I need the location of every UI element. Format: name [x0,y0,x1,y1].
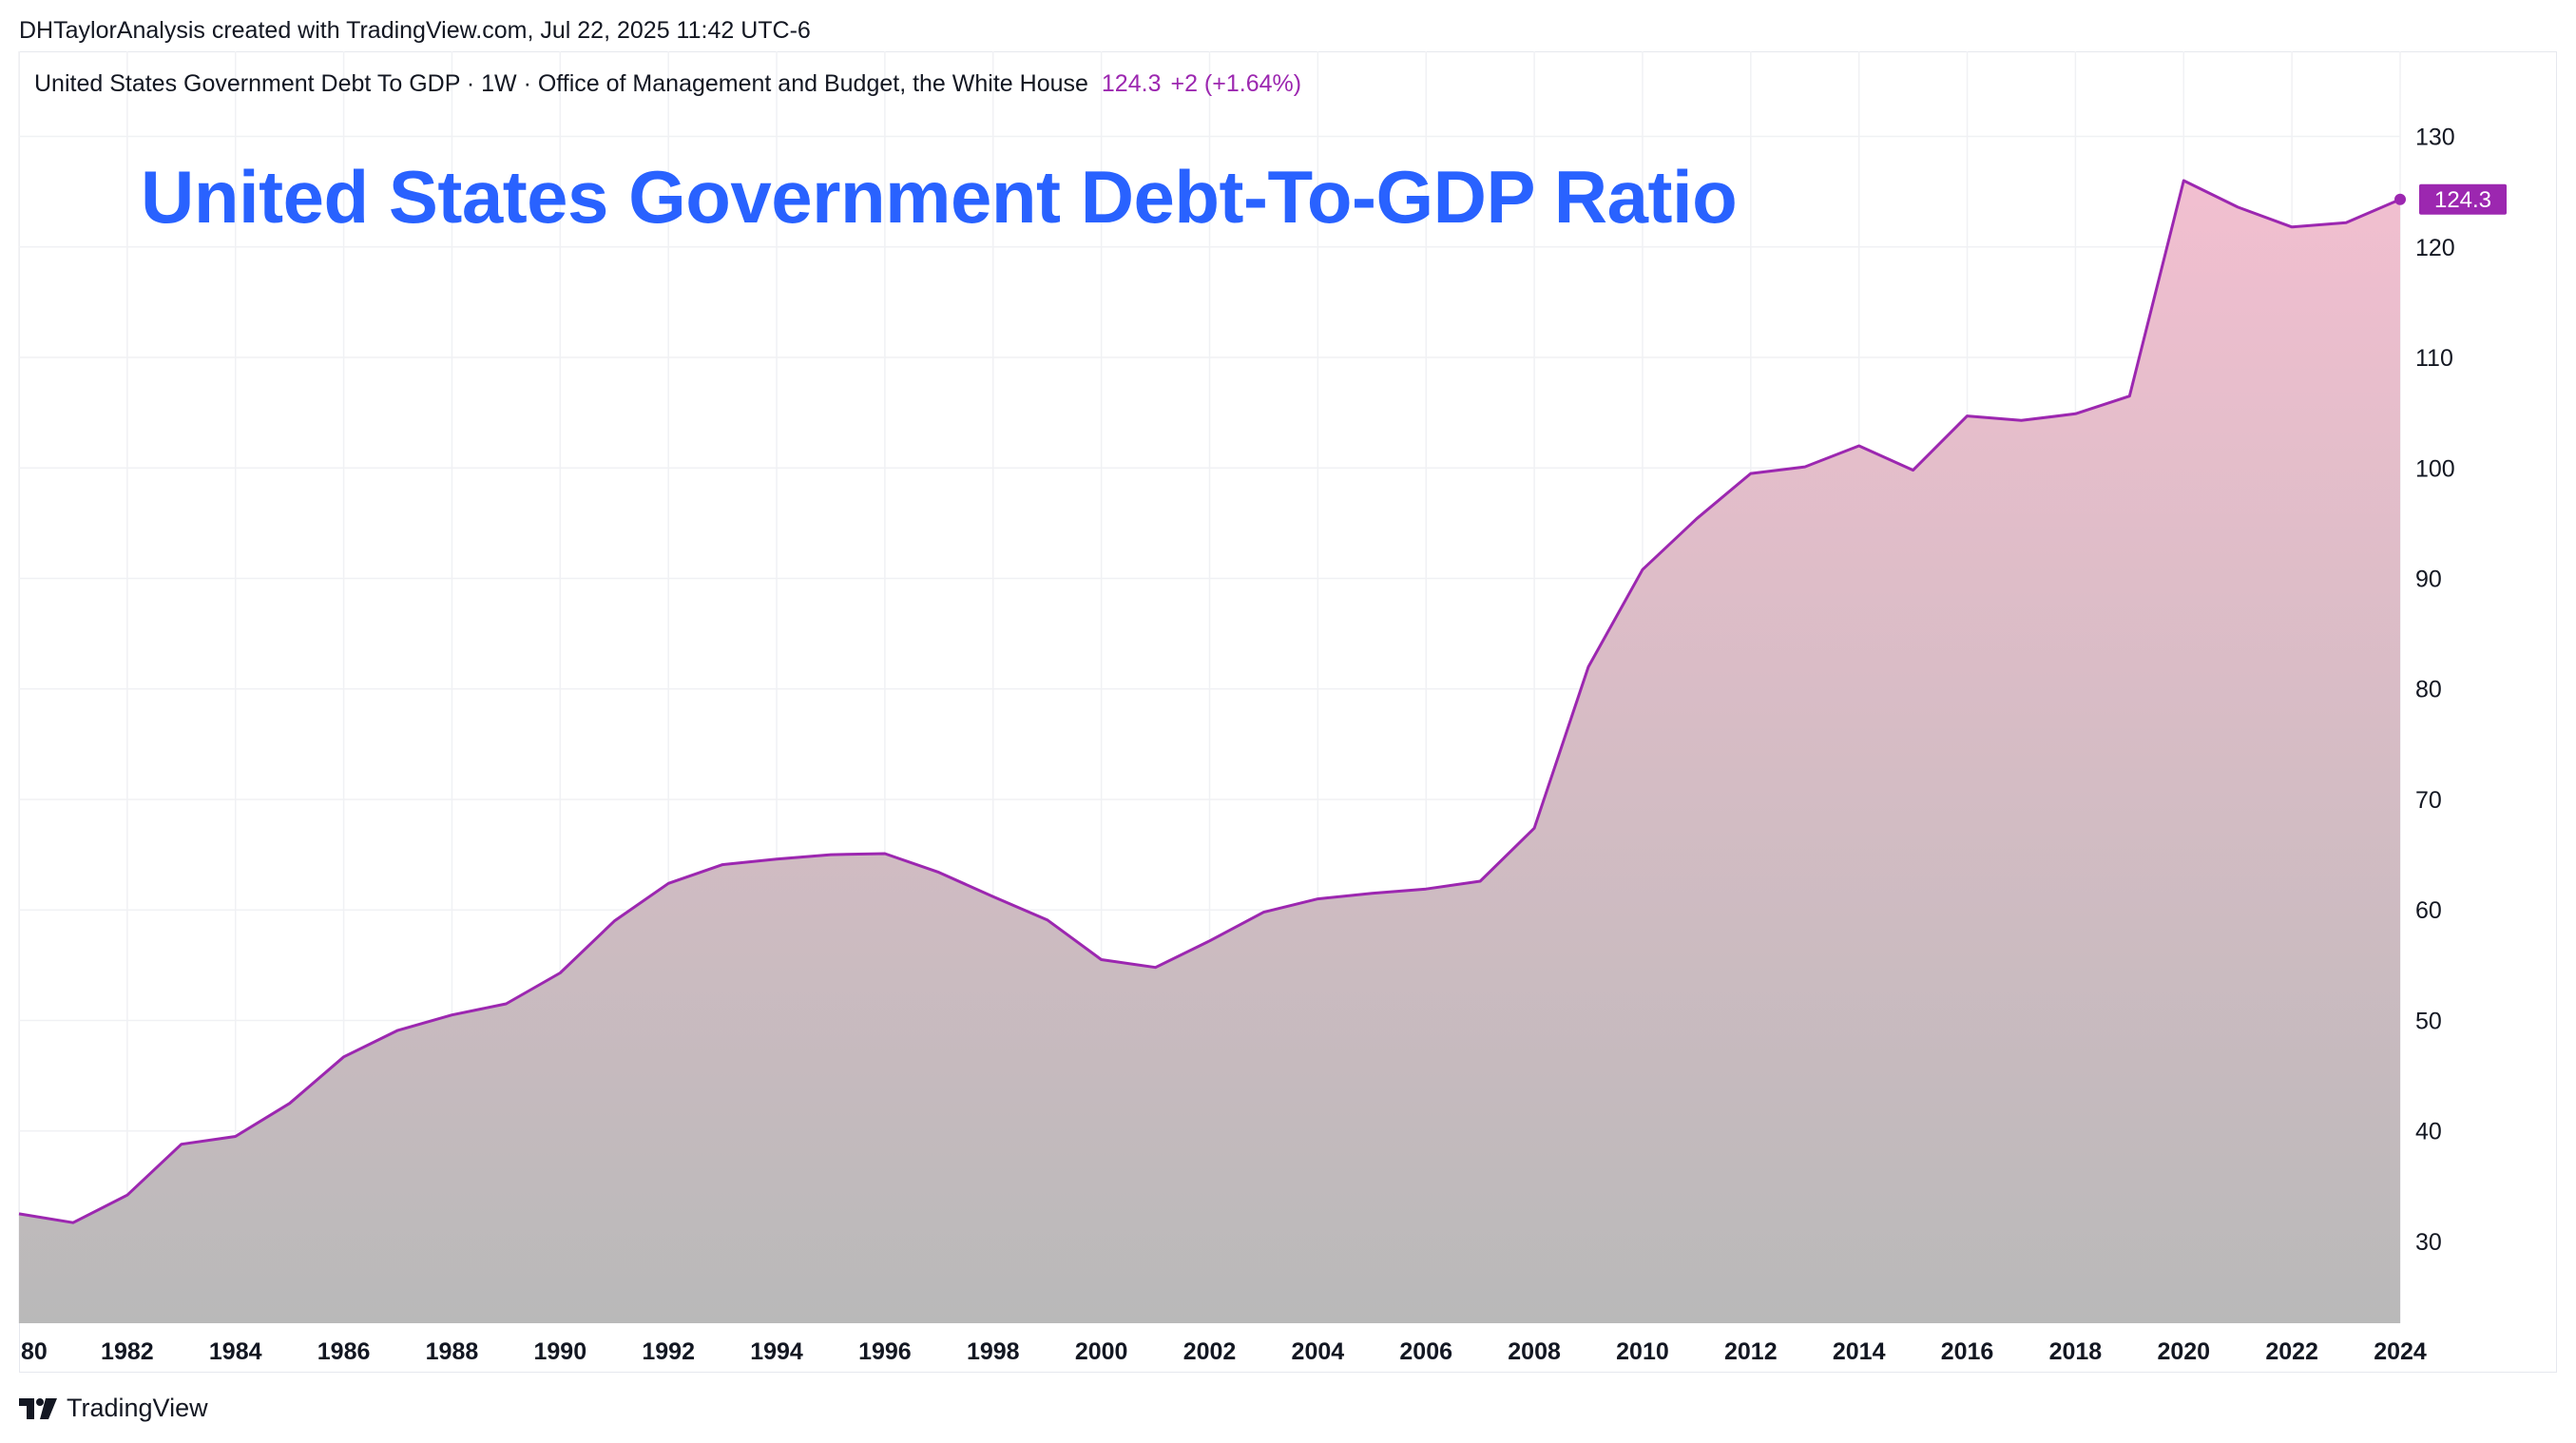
y-tick-label: 110 [2415,345,2453,372]
x-tick-label: 2014 [1833,1338,1886,1365]
footer[interactable]: TradingView [19,1394,208,1423]
data-point [829,853,833,856]
last-value-text: 124.3 [2434,187,2491,213]
y-tick-label: 80 [2415,677,2442,703]
x-tick-label: 2002 [1183,1338,1237,1365]
data-point [558,971,562,974]
data-point [1857,444,1861,448]
data-point [288,1102,292,1106]
y-tick-label: 100 [2415,455,2455,482]
data-point [504,1002,508,1006]
x-tick-label: 2016 [1941,1338,1994,1365]
x-tick-label: 2008 [1508,1338,1561,1365]
data-point [1803,465,1807,469]
x-tick-label: 2022 [2265,1338,2318,1365]
data-point [666,881,670,885]
data-point [2073,412,2077,415]
x-tick-label: 1992 [642,1338,695,1365]
data-point [1912,469,1915,472]
data-point [2344,221,2348,224]
y-tick-label: 30 [2415,1229,2442,1256]
x-tick-label: 2006 [1399,1338,1452,1365]
data-point [1261,911,1265,914]
data-point [450,1013,453,1017]
y-tick-label: 90 [2415,566,2442,592]
symbol-legend[interactable]: United States Government Debt To GDP · 1… [34,70,1301,98]
y-tick-label: 60 [2415,897,2442,924]
x-tick-label: 2020 [2157,1338,2210,1365]
y-tick-label: 50 [2415,1008,2442,1034]
x-tick-label: 1996 [858,1338,912,1365]
x-tick-label: 1988 [426,1338,479,1365]
data-point [1100,958,1104,962]
data-point [125,1193,129,1197]
x-tick-label: 2004 [1292,1338,1345,1365]
y-tick-label: 40 [2415,1119,2442,1145]
data-point [991,895,995,898]
data-point [342,1055,346,1059]
legend-last-value: 124.3 [1101,70,1162,97]
data-point [1424,887,1428,891]
y-tick-label: 120 [2415,235,2455,261]
data-point [71,1221,75,1224]
chart-caption: DHTaylorAnalysis created with TradingVie… [19,17,811,44]
data-point [1316,897,1319,901]
y-axis: 30 40 50 60 70 80 90 100 110 120 130 [2415,125,2455,1256]
x-tick-label: 2010 [1616,1338,1669,1365]
data-point [775,857,779,861]
data-point [612,919,616,923]
data-point [1208,939,1212,943]
data-point [2127,394,2131,398]
y-tick-label: 70 [2415,787,2442,814]
data-point [180,1143,183,1146]
data-point [1695,517,1699,521]
data-point [1586,664,1590,668]
series-line [18,179,2401,1224]
data-point [17,1212,21,1216]
x-axis: 80 1982 1984 1986 1988 1990 1992 1994 1996 1998 20… [21,1338,2427,1365]
data-point [721,863,724,867]
data-point [1154,966,1158,970]
data-point [2290,225,2294,229]
data-point [1046,918,1049,922]
x-tick-label: 1982 [101,1338,154,1365]
tradingview-brand: TradingView [67,1394,208,1422]
symbol-description: United States Government Debt To GDP · 1… [34,70,1088,97]
y-tick-label: 130 [2415,125,2455,151]
data-point [2236,205,2240,209]
last-value-dot [2394,193,2406,205]
x-tick-label: 80 [21,1338,48,1365]
data-point [1532,826,1536,830]
data-point [396,1029,400,1032]
data-point [234,1135,238,1139]
data-point [1478,879,1482,883]
data-point [1641,568,1644,571]
x-tick-label: 2024 [2374,1338,2427,1365]
data-point [2019,418,2023,422]
tradingview-logo-icon [19,1397,57,1419]
x-tick-label: 1984 [209,1338,262,1365]
x-tick-label: 1986 [317,1338,371,1365]
data-point [883,852,887,856]
data-point [1370,892,1374,895]
last-value-marker: 124.3 [2394,183,2507,215]
chart-title: United States Government Debt-To-GDP Rat… [141,155,1738,239]
x-tick-label: 1994 [750,1338,803,1365]
x-tick-label: 1990 [534,1338,587,1365]
area-fill [19,181,2400,1323]
x-tick-label: 2000 [1075,1338,1128,1365]
x-tick-label: 2012 [1724,1338,1778,1365]
data-point [1749,471,1753,475]
data-point [1966,414,1970,418]
x-tick-label: 1998 [967,1338,1020,1365]
legend-change: +2 (+1.64%) [1170,70,1302,97]
x-tick-label: 2018 [2049,1338,2103,1365]
data-point [2182,179,2185,183]
last-value-badge [2419,183,2507,215]
data-point [937,871,941,875]
